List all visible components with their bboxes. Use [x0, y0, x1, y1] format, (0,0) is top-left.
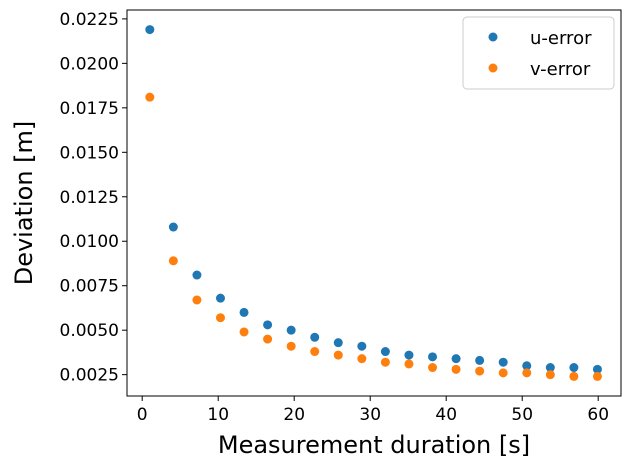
- point-u-error: [404, 350, 414, 360]
- y-tick-label: 0.0150: [60, 143, 119, 163]
- point-u-error: [357, 341, 367, 351]
- point-u-error: [592, 364, 602, 374]
- point-v-error: [239, 327, 249, 337]
- y-tick-label: 0.0100: [60, 232, 119, 252]
- point-u-error: [310, 332, 320, 342]
- point-u-error: [168, 222, 178, 232]
- point-v-error: [286, 341, 296, 351]
- legend: u-error v-error: [462, 16, 615, 90]
- x-tick-label: 10: [207, 405, 229, 425]
- x-tick-label: 40: [435, 405, 457, 425]
- point-u-error: [215, 293, 225, 303]
- point-u-error: [545, 363, 555, 373]
- point-v-error: [475, 366, 485, 376]
- legend-box: [462, 16, 615, 90]
- x-tick-label: 60: [587, 405, 609, 425]
- point-u-error: [380, 347, 390, 357]
- point-u-error: [498, 357, 508, 367]
- legend-label-v-error: v-error: [530, 59, 591, 80]
- point-v-error: [215, 313, 225, 323]
- point-u-error: [569, 363, 579, 373]
- y-tick-label: 0.0200: [60, 54, 119, 74]
- point-v-error: [380, 357, 390, 367]
- point-v-error: [263, 334, 273, 344]
- point-u-error: [475, 355, 485, 365]
- y-axis: 0.0025 0.0050 0.0075 0.0100 0.0125 0.0150 0.01…: [60, 10, 127, 386]
- legend-marker-u-error: [488, 32, 498, 42]
- point-u-error: [263, 320, 273, 330]
- point-v-error: [333, 350, 343, 360]
- point-v-error: [451, 364, 461, 374]
- point-v-error: [428, 363, 438, 373]
- point-v-error: [404, 359, 414, 369]
- x-axis-label: Measurement duration [s]: [218, 431, 530, 459]
- x-tick-label: 20: [283, 405, 305, 425]
- x-tick-label: 30: [359, 405, 381, 425]
- y-tick-label: 0.0050: [60, 321, 119, 341]
- point-u-error: [522, 361, 532, 371]
- y-tick-label: 0.0175: [60, 99, 119, 119]
- point-v-error: [569, 371, 579, 381]
- point-v-error: [522, 368, 532, 378]
- point-v-error: [145, 92, 155, 102]
- point-v-error: [310, 347, 320, 357]
- y-tick-label: 0.0125: [60, 188, 119, 208]
- legend-label-u-error: u-error: [530, 28, 592, 49]
- x-tick-label: 50: [511, 405, 533, 425]
- data-points: [145, 25, 602, 381]
- y-axis-label: Deviation [m]: [10, 121, 38, 286]
- point-u-error: [286, 325, 296, 335]
- point-u-error: [333, 338, 343, 348]
- point-v-error: [545, 370, 555, 380]
- point-v-error: [592, 371, 602, 381]
- point-u-error: [451, 354, 461, 364]
- point-u-error: [428, 352, 438, 362]
- y-tick-label: 0.0025: [60, 366, 119, 386]
- point-v-error: [498, 368, 508, 378]
- point-v-error: [192, 295, 202, 305]
- point-u-error: [239, 307, 249, 317]
- y-tick-label: 0.0075: [60, 277, 119, 297]
- x-tick-label: 0: [137, 405, 148, 425]
- point-v-error: [168, 256, 178, 266]
- point-u-error: [145, 25, 155, 35]
- y-tick-label: 0.0225: [60, 10, 119, 30]
- point-v-error: [357, 354, 367, 364]
- legend-marker-v-error: [488, 63, 498, 73]
- x-axis: 0 10 20 30 40 50 60: [137, 396, 609, 425]
- point-u-error: [192, 270, 202, 280]
